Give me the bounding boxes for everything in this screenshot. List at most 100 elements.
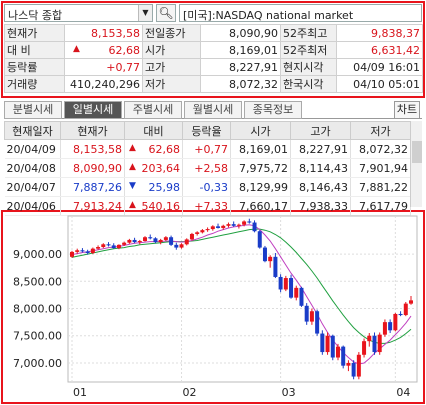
table-header-row: 현재일자 현재가 대비 등락율 시가 고가 저가 [4,121,411,140]
column-header[interactable]: 시가 [230,121,291,140]
cell-low: 7,901,94 [350,158,411,178]
quote-label: 현지시각 [280,58,337,76]
quote-label: 현재가 [4,24,65,42]
quote-row: 대 비 ▲ 62,68 시가 8,169,01 52주최저 6,631,42 [4,41,423,59]
quote-value: 8,227,91 [200,58,281,76]
chart-button[interactable]: 차트 [394,101,420,119]
quote-label: 52주최저 [280,41,337,59]
cell-high: 8,114,43 [290,158,351,178]
cell-close: 7,887,26 [60,177,125,197]
tab-0[interactable]: 분별시세 [4,101,62,119]
table-row[interactable]: 20/04/06 7,913,24 ▲ 540,16 +7,33 7,660,17 7,93… [4,196,411,216]
candle-body [122,242,127,245]
quote-value: 9,838,37 [336,24,423,42]
quote-value-text: 410,240,296 [70,77,140,91]
column-header[interactable]: 등락율 [182,121,231,140]
candle-body [262,247,267,262]
quote-value: 6,631,42 [336,41,423,59]
quote-value-text: 62,68 [108,43,141,57]
tab-3[interactable]: 월별시세 [184,101,242,119]
y-tick-label: 9,000.00 [13,248,62,261]
column-header[interactable]: 대비 [124,121,183,140]
quote-value: 8,153,58 [64,24,143,42]
candle-body [189,233,194,240]
table-row[interactable]: 20/04/07 7,887,26 ▼ 25,98 -0,33 8,129,99 8,146… [4,177,411,197]
candle-body [367,335,372,342]
cell-date: 20/04/09 [4,139,61,159]
quote-value-text: 8,072,32 [229,77,278,91]
cell-high: 7,938,33 [290,196,351,216]
candle-body [320,333,325,353]
up-arrow-icon: ▲ [73,43,80,54]
market-select[interactable]: 나스닥 종합 ▼ [4,4,153,22]
candle-body [143,237,148,242]
y-tick-label: 7,000.00 [13,357,62,370]
candle-body [174,244,179,248]
candle-body [335,346,340,358]
candle-body [137,241,142,243]
cell-chg-value: 62,68 [148,142,181,156]
chevron-down-icon[interactable]: ▼ [138,5,152,21]
cell-open: 7,975,72 [230,158,291,178]
cell-chg: ▼ 25,98 [124,177,183,197]
candle-body [372,335,377,353]
table-row[interactable]: 20/04/09 8,153,58 ▲ 62,68 +0,77 8,169,01 8,227… [4,139,411,159]
quote-value: +0,77 [64,58,143,76]
candle-body [200,230,205,233]
quote-label: 등락률 [4,58,65,76]
cell-open: 8,169,01 [230,139,291,159]
cell-chg-value: 203,64 [141,161,181,175]
tab-2[interactable]: 주별시세 [124,101,182,119]
tab-1[interactable]: 일별시세 [64,101,122,119]
candle-body [242,221,247,225]
cell-open: 7,660,17 [230,196,291,216]
tab-4[interactable]: 종목정보 [244,101,302,119]
cell-low: 7,617,79 [350,196,411,216]
x-tick-label: 01 [73,386,87,399]
candle-body [346,362,351,366]
cell-date: 20/04/06 [4,196,61,216]
cell-rate: +2,58 [182,158,231,178]
candle-body [70,251,74,257]
y-tick-label: 7,500.00 [13,330,62,343]
cell-rate: -0,33 [182,177,231,197]
scrollbar-thumb[interactable] [412,141,422,163]
y-tick-label: 8,500.00 [13,275,62,288]
column-header[interactable]: 저가 [350,121,411,140]
candle-body [283,278,288,290]
cell-chg: ▲ 62,68 [124,139,183,159]
quote-value: 8,169,01 [200,41,281,59]
column-header[interactable]: 고가 [290,121,351,140]
candle-body [393,313,398,331]
quote-value: ▲ 62,68 [64,41,143,59]
table-scrollbar[interactable] [410,121,422,207]
quote-label: 52주최고 [280,24,337,42]
quote-value-text: 04/09 16:01 [353,60,420,74]
search-icon: 🔍︎ [158,6,174,20]
quote-value: 8,072,32 [200,75,281,93]
cell-chg-value: 25,98 [148,180,181,194]
cell-low: 7,881,22 [350,177,411,197]
column-header[interactable]: 현재일자 [4,121,61,140]
quote-value-text: 8,090,90 [229,26,278,40]
candle-body [127,239,132,243]
candle-body [148,237,153,239]
candle-body [273,256,278,277]
ma-short-line [71,224,412,365]
candle-body [268,256,273,262]
quote-label: 한국시각 [280,75,337,93]
quote-value-text: 9,838,37 [371,26,420,40]
table-row[interactable]: 20/04/08 8,090,90 ▲ 203,64 +2,58 7,975,72 8,11… [4,158,411,178]
quote-label: 대 비 [4,41,65,59]
candle-body [216,226,221,228]
cell-chg-value: 540,16 [141,199,181,213]
quote-value-text: 04/10 05:01 [353,77,420,91]
candle-body [111,245,116,249]
search-button[interactable]: 🔍︎ [156,4,176,22]
candle-body [409,300,413,304]
candle-body [179,244,184,248]
cell-rate: +0,77 [182,139,231,159]
candle-body [226,224,231,226]
column-header[interactable]: 현재가 [60,121,125,140]
candle-body [184,239,189,245]
